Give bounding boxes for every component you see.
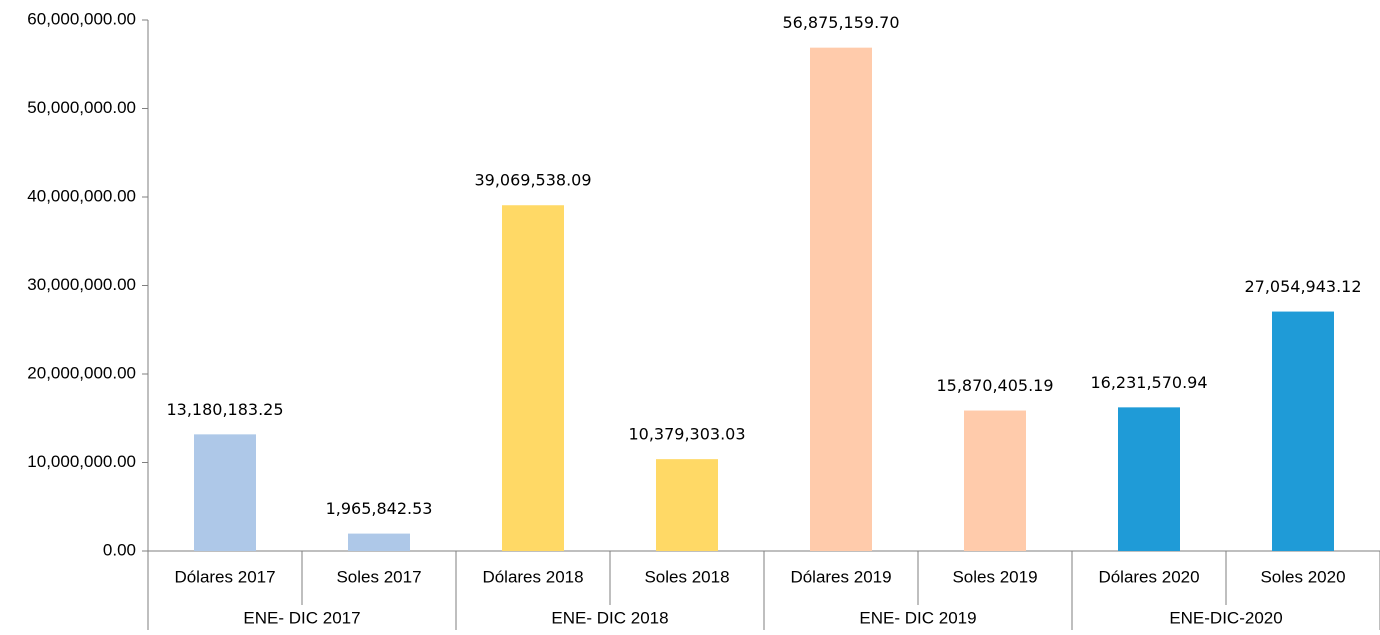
y-tick-label: 60,000,000.00 bbox=[27, 9, 136, 28]
data-label: 15,870,405.19 bbox=[936, 376, 1053, 395]
x-tick-label: Dólares 2018 bbox=[482, 567, 583, 586]
data-label: 10,379,303.03 bbox=[628, 425, 745, 444]
data-label: 13,180,183.25 bbox=[166, 400, 283, 419]
data-label: 16,231,570.94 bbox=[1090, 373, 1207, 392]
bar bbox=[348, 533, 410, 551]
y-tick-label: 40,000,000.00 bbox=[27, 186, 136, 205]
data-label: 27,054,943.12 bbox=[1244, 277, 1361, 296]
bar bbox=[810, 47, 872, 551]
x-tick-label: Dólares 2019 bbox=[790, 567, 891, 586]
bar bbox=[194, 434, 256, 551]
x-tick-label: Dólares 2017 bbox=[174, 567, 275, 586]
x-tick-label: Soles 2020 bbox=[1260, 567, 1345, 586]
y-tick-label: 0.00 bbox=[103, 540, 136, 559]
data-label: 56,875,159.70 bbox=[782, 13, 899, 32]
y-tick-label: 10,000,000.00 bbox=[27, 452, 136, 471]
group-label: ENE- DIC 2017 bbox=[243, 608, 360, 627]
bar bbox=[1118, 407, 1180, 551]
y-tick-label: 50,000,000.00 bbox=[27, 98, 136, 117]
bar bbox=[656, 459, 718, 551]
y-tick-label: 30,000,000.00 bbox=[27, 275, 136, 294]
x-tick-label: Soles 2019 bbox=[952, 567, 1037, 586]
group-label: ENE- DIC 2018 bbox=[551, 608, 668, 627]
x-tick-label: Soles 2018 bbox=[644, 567, 729, 586]
bar bbox=[502, 205, 564, 551]
x-tick-label: Dólares 2020 bbox=[1098, 567, 1199, 586]
data-label: 39,069,538.09 bbox=[474, 171, 591, 190]
group-label: ENE- DIC 2019 bbox=[859, 608, 976, 627]
bar bbox=[964, 410, 1026, 551]
group-label: ENE-DIC-2020 bbox=[1169, 608, 1282, 627]
y-tick-label: 20,000,000.00 bbox=[27, 363, 136, 382]
data-label: 1,965,842.53 bbox=[326, 499, 433, 518]
bar bbox=[1272, 311, 1334, 551]
x-tick-label: Soles 2017 bbox=[336, 567, 421, 586]
